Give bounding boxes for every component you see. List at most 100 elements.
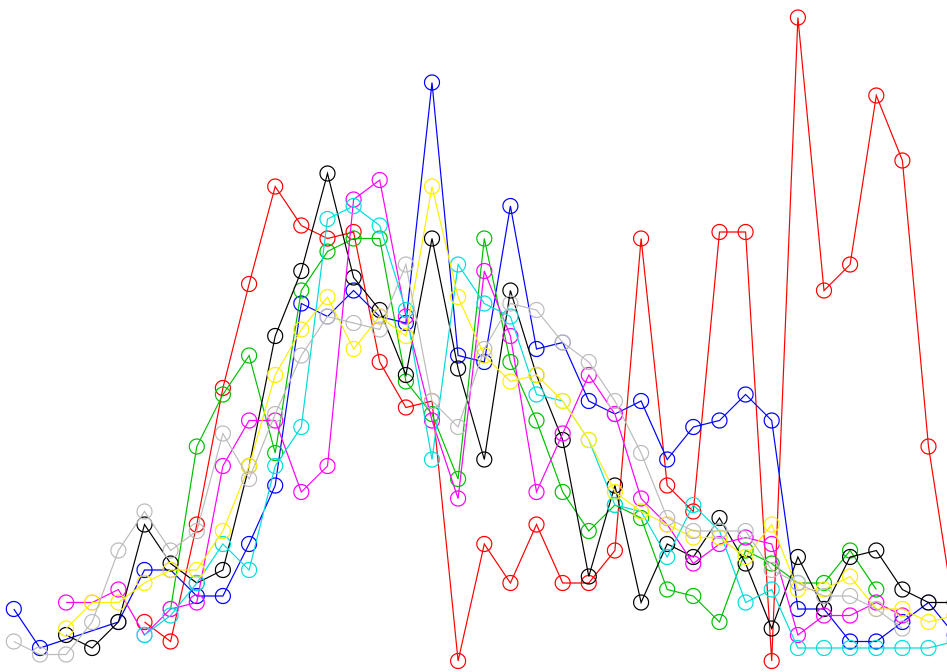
series-8-point <box>815 587 833 605</box>
series-7-point <box>293 321 310 338</box>
series-4-point <box>162 555 179 572</box>
series-7-point <box>319 288 336 306</box>
series-8-point <box>894 620 911 637</box>
series-7-point <box>528 366 545 384</box>
series-4-point <box>110 613 127 631</box>
series-5-point <box>528 483 545 501</box>
series-8-point <box>241 470 258 488</box>
series-4-point <box>319 165 336 182</box>
series-3-point <box>868 581 885 598</box>
series-1-point <box>267 178 284 195</box>
series-3-point <box>711 613 728 631</box>
series-1 <box>136 9 947 670</box>
series-8-point <box>685 522 702 540</box>
series-3-point <box>815 574 833 592</box>
series-1-point <box>606 542 624 559</box>
series-6-point <box>371 217 388 234</box>
series-8-point <box>319 308 336 325</box>
series-8-point <box>789 574 807 592</box>
series-4-point <box>841 548 859 566</box>
series-6-point <box>423 451 441 468</box>
series-8-point <box>659 509 676 527</box>
series-2-point <box>502 197 519 215</box>
series-6-point <box>868 639 885 657</box>
series-8-point <box>110 542 127 559</box>
series-4-point <box>815 600 833 618</box>
series-1-point <box>763 652 780 670</box>
series-8-point <box>737 522 754 540</box>
series-5-point <box>371 171 388 189</box>
series-8-point <box>763 561 780 579</box>
series-2-point <box>267 477 284 494</box>
series-8 <box>5 256 911 663</box>
series-5-point <box>789 626 807 644</box>
series-5-point <box>894 607 911 624</box>
series-5-point <box>580 366 597 384</box>
series-5-point <box>293 483 310 501</box>
series-6-point <box>162 607 179 624</box>
series-4-line <box>65 171 947 649</box>
series-6-point <box>319 210 336 228</box>
series-3-point <box>632 509 650 527</box>
series-4-point <box>476 451 493 468</box>
series-7-point <box>136 574 153 592</box>
series-3-point <box>450 470 467 488</box>
series-6-point <box>528 386 545 403</box>
series-4-point <box>632 594 650 611</box>
series-2-point <box>841 633 859 650</box>
series-8-point <box>267 405 284 423</box>
series-5-point <box>502 327 519 345</box>
series-4-point <box>293 262 310 280</box>
series-2-point <box>659 451 676 468</box>
series-1-point <box>868 87 885 104</box>
series-8-point <box>868 600 885 618</box>
series-8-point <box>5 633 22 650</box>
series-4-point <box>894 581 911 598</box>
series-8-point <box>397 256 414 273</box>
series-8-point <box>136 503 153 520</box>
series-2-point <box>214 587 231 605</box>
series-8-point <box>711 522 728 540</box>
series-4-point <box>685 548 702 566</box>
series-6-point <box>606 496 624 514</box>
series-5-point <box>606 405 624 423</box>
series-1-point <box>894 152 911 169</box>
series-1-point <box>737 223 754 241</box>
series-4-point <box>711 509 728 527</box>
series-3-point <box>188 438 205 455</box>
series-7-line <box>65 186 947 629</box>
series-2-point <box>711 412 728 429</box>
series-2-point <box>450 347 467 364</box>
series-5-point <box>110 581 127 598</box>
series-6-point <box>685 496 702 514</box>
series-6-point <box>737 594 754 611</box>
series-7 <box>57 178 947 637</box>
series-5-point <box>423 412 441 429</box>
series-6-point <box>476 295 493 312</box>
series-2-point <box>31 639 49 657</box>
series-layer <box>5 9 947 670</box>
series-4-point <box>423 230 441 247</box>
series-2-point <box>293 295 310 312</box>
series-1-point <box>632 230 650 247</box>
series-4-point <box>214 561 231 579</box>
series-4-point <box>920 594 937 611</box>
series-2-point <box>5 600 22 618</box>
series-1-point <box>528 516 545 533</box>
series-7-point <box>580 431 597 449</box>
series-5-point <box>841 607 859 624</box>
series-2 <box>5 74 947 657</box>
series-1-point <box>371 353 388 371</box>
series-1-point <box>502 574 519 592</box>
series-2-point <box>580 392 597 410</box>
series-6-point <box>894 639 911 657</box>
series-3 <box>162 230 885 631</box>
series-8-point <box>57 646 75 663</box>
series-6-line <box>144 205 947 649</box>
series-3-point <box>763 555 780 572</box>
series-1-point <box>659 477 676 494</box>
series-8-point <box>84 613 101 631</box>
series-8-point <box>632 444 650 462</box>
series-1-point <box>920 438 937 455</box>
